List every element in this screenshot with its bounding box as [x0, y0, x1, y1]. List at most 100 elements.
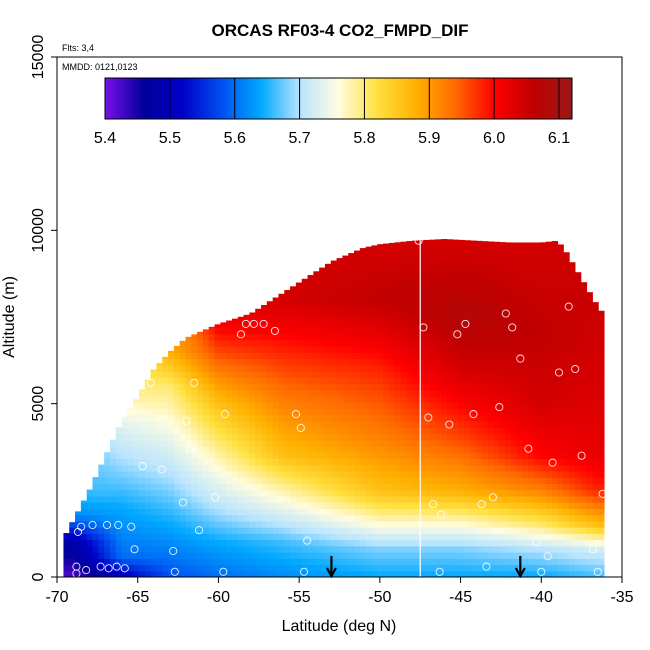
heatmap-cell: [278, 458, 285, 466]
x-axis: -70 -65 -60 -55 -50 -45 -40 -35: [45, 577, 634, 606]
heatmap-cell: [429, 352, 436, 360]
heatmap-cell: [348, 346, 355, 353]
heatmap-cell: [516, 277, 524, 285]
heatmap-cell: [464, 514, 471, 522]
heatmap-cell: [261, 458, 268, 466]
heatmap-cell: [354, 439, 361, 447]
heatmap-cell: [598, 520, 605, 528]
heatmap-cell: [388, 339, 396, 347]
heatmap-cell: [243, 327, 251, 335]
heatmap-cell: [220, 533, 227, 541]
heatmap-cell: [516, 242, 524, 247]
heatmap-cell: [377, 477, 384, 484]
heatmap-cell: [255, 508, 262, 516]
heatmap-cell: [377, 458, 384, 466]
heatmap-cell: [313, 502, 320, 509]
heatmap-cell: [406, 371, 413, 378]
heatmap-cell: [481, 408, 489, 416]
heatmap-cell: [574, 502, 582, 509]
heatmap-cell: [330, 352, 338, 360]
heatmap-cell: [383, 445, 390, 453]
heatmap-cell: [574, 427, 582, 435]
heatmap-cell: [447, 539, 454, 547]
heatmap-cell: [481, 252, 489, 260]
heatmap-cell: [284, 552, 291, 559]
heatmap-cell: [470, 533, 477, 541]
heatmap-cell: [243, 539, 251, 547]
heatmap-cell: [516, 246, 524, 254]
heatmap-cell: [266, 564, 274, 572]
heatmap-cell: [284, 470, 291, 478]
heatmap-cell: [249, 520, 256, 528]
heatmap-cell: [109, 477, 117, 484]
heatmap-cell: [133, 445, 140, 453]
heatmap-cell: [266, 327, 274, 335]
heatmap-cell: [417, 445, 425, 453]
heatmap-cell: [98, 552, 105, 559]
heatmap-cell: [481, 283, 489, 291]
heatmap-cell: [470, 527, 477, 534]
heatmap-cell: [383, 346, 390, 353]
heatmap-cell: [243, 477, 251, 484]
heatmap-cell: [69, 558, 76, 566]
heatmap-cell: [423, 527, 431, 534]
heatmap-cell: [417, 421, 425, 428]
heatmap-cell: [371, 358, 378, 366]
heatmap-cell: [383, 383, 390, 391]
heatmap-cell: [208, 477, 216, 484]
heatmap-cell: [406, 314, 413, 322]
heatmap-cell: [423, 414, 431, 422]
heatmap-cell: [400, 427, 407, 435]
heatmap-cell: [255, 502, 262, 509]
sample-point: [88, 520, 97, 530]
heatmap-cell: [458, 464, 466, 472]
heatmap-cell: [348, 364, 355, 372]
sample-point: [186, 444, 196, 453]
heatmap-cell: [423, 514, 431, 522]
heatmap-cell: [510, 445, 518, 453]
heatmap-cell: [522, 277, 529, 285]
heatmap-cell: [319, 321, 326, 328]
heatmap-cell: [69, 552, 76, 559]
heatmap-cell: [458, 396, 466, 403]
heatmap-cell: [98, 564, 105, 572]
heatmap-cell: [255, 445, 262, 453]
heatmap-cell: [551, 396, 559, 403]
heatmap-cell: [173, 539, 181, 547]
heatmap-cell: [127, 552, 134, 559]
heatmap-cell: [510, 433, 518, 441]
heatmap-cell: [412, 358, 419, 366]
heatmap-cell: [569, 352, 576, 360]
heatmap-cell: [569, 321, 576, 328]
heatmap-cell: [458, 258, 466, 266]
heatmap-cell: [173, 389, 181, 397]
heatmap-cell: [249, 433, 256, 441]
heatmap-cell: [417, 252, 425, 260]
heatmap-cell: [400, 564, 407, 572]
heatmap-cell: [359, 277, 367, 285]
heatmap-cell: [324, 514, 332, 522]
heatmap-cell: [406, 265, 413, 272]
heatmap-cell: [470, 377, 477, 385]
heatmap-cell: [208, 433, 216, 441]
heatmap-cell: [551, 514, 559, 522]
heatmap-cell: [493, 483, 500, 491]
heatmap-cell: [394, 383, 402, 391]
heatmap-cell: [150, 464, 158, 472]
heatmap-cell: [574, 333, 582, 341]
heatmap-cell: [406, 539, 413, 547]
heatmap-cell: [592, 445, 599, 453]
heatmap-cell: [435, 240, 442, 247]
heatmap-cell: [510, 352, 518, 360]
heatmap-cell: [394, 558, 402, 566]
heatmap-cell: [266, 421, 274, 428]
heatmap-cell: [487, 452, 495, 460]
heatmap-cell: [470, 414, 477, 422]
heatmap-cell: [574, 283, 582, 291]
heatmap-cell: [388, 445, 396, 453]
heatmap-cell: [423, 352, 431, 360]
heatmap-cell: [365, 414, 373, 422]
heatmap-cell: [400, 371, 407, 378]
heatmap-cell: [534, 308, 541, 316]
heatmap-cell: [359, 570, 367, 577]
